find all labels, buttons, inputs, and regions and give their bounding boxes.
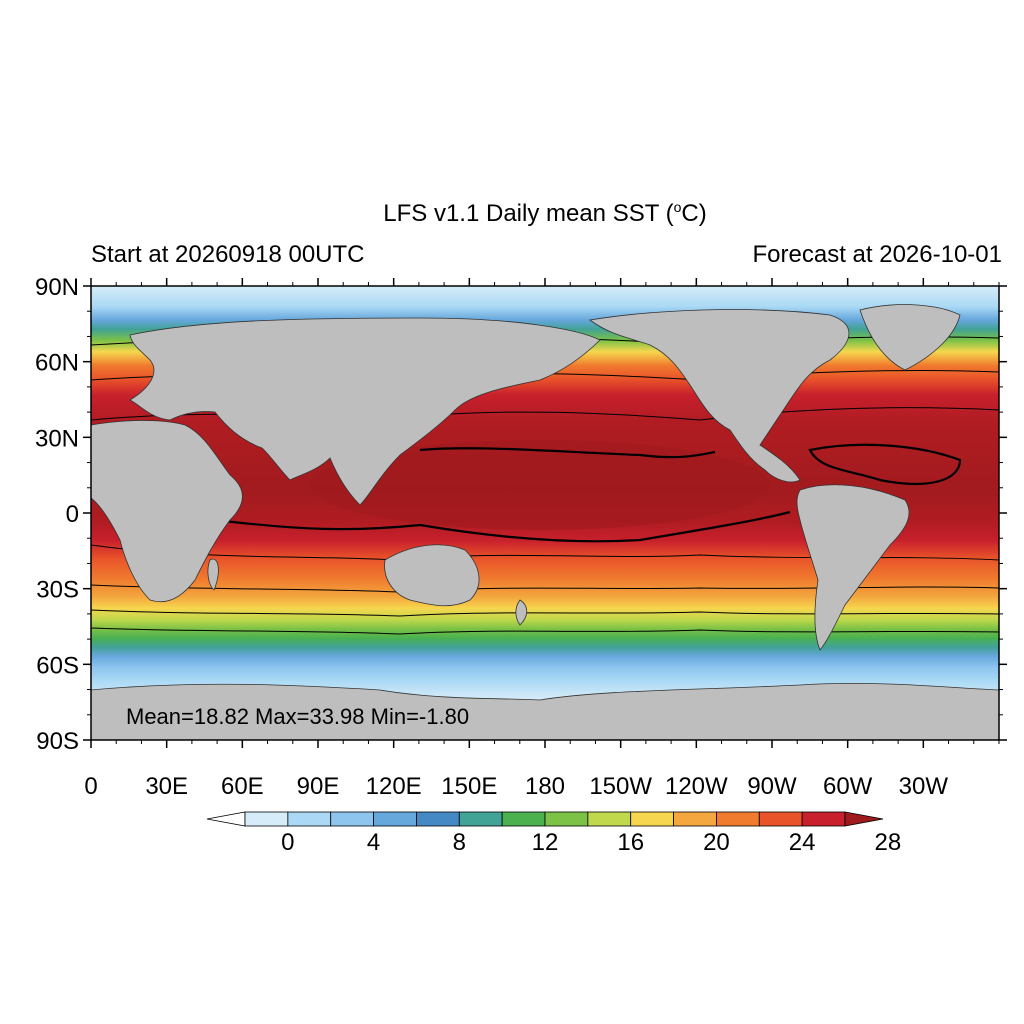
colorbar-swatch (801, 811, 846, 827)
colorbar-swatch (501, 811, 546, 827)
lat-label: 30N (35, 425, 79, 452)
warm-contour (214, 443, 962, 543)
lat-label: 60S (36, 652, 79, 679)
colorbar-swatch (458, 811, 503, 827)
lon-label: 30E (145, 773, 188, 800)
colorbar-label: 28 (875, 829, 902, 856)
colorbar-low-triangle (206, 811, 246, 827)
colorbar-swatch (716, 811, 760, 827)
lon-label: 180 (525, 773, 565, 800)
title-degree-sup: o (673, 199, 682, 215)
lon-label: 60E (221, 773, 264, 800)
colorbar-swatch (330, 811, 374, 827)
lon-label: 0 (84, 773, 97, 800)
south-america-land (796, 484, 910, 651)
antarctica-land (91, 683, 999, 740)
lon-label: 90E (297, 773, 340, 800)
lon-label: 90W (747, 773, 797, 800)
lon-label: 120E (366, 773, 422, 800)
warm-pool (310, 440, 770, 530)
title-unit: C) (681, 200, 707, 227)
lat-label: 90N (35, 274, 79, 301)
colorbar-high-triangle (844, 811, 884, 827)
lon-label: 150E (441, 773, 497, 800)
colorbar-swatch (630, 811, 674, 827)
madagascar-land (207, 558, 219, 591)
colorbar: 0 4 8 12 16 20 24 28 (206, 811, 902, 856)
north-america-land (589, 309, 850, 483)
colorbar-swatch (244, 811, 289, 827)
lon-label: 60W (823, 773, 873, 800)
colorbar-label: 16 (617, 829, 644, 856)
australia-land (384, 544, 480, 607)
colorbar-swatch (287, 811, 332, 827)
lat-label: 60N (35, 350, 79, 377)
africa-land (91, 420, 243, 603)
colorbar-label: 12 (532, 829, 559, 856)
colorbar-swatch (416, 811, 460, 827)
lat-label: 90S (36, 728, 79, 755)
title-text: LFS v1.1 Daily mean SST ( (383, 200, 674, 227)
colorbar-label: 24 (789, 829, 816, 856)
stats-label: Mean=18.82 Max=33.98 Min=-1.80 (126, 704, 469, 729)
colorbar-label: 0 (281, 829, 294, 856)
lon-label: 120W (665, 773, 728, 800)
lat-label: 0 (66, 501, 79, 528)
colorbar-swatch (373, 811, 417, 827)
lon-label: 30W (899, 773, 949, 800)
map-title: LFS v1.1 Daily mean SST (oC) (0, 200, 1024, 226)
colorbar-label: 8 (453, 829, 466, 856)
colorbar-swatch (673, 811, 717, 827)
new-zealand-land (515, 599, 528, 626)
lat-label: 30S (36, 577, 79, 604)
forecast-time-label: Forecast at 2026-10-01 (752, 241, 1002, 268)
colorbar-label: 20 (703, 829, 730, 856)
colorbar-swatch (758, 811, 803, 827)
colorbar-label: 4 (367, 829, 380, 856)
start-time-label: Start at 20260918 00UTC (91, 241, 365, 268)
colorbar-swatch (544, 811, 589, 827)
lon-label: 150W (589, 773, 652, 800)
colorbar-swatch (587, 811, 632, 827)
eurasia-land (129, 317, 601, 506)
greenland-land (859, 304, 961, 371)
map-area (91, 286, 999, 740)
land-masses (91, 304, 999, 740)
